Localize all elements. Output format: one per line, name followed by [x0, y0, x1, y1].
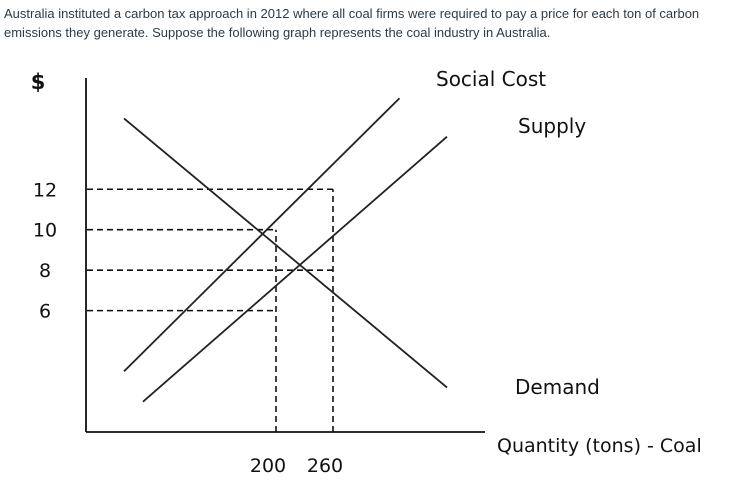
supply-line — [142, 135, 448, 403]
supply-label: Supply — [518, 114, 586, 138]
y-tick-label-10: 10 — [33, 220, 57, 242]
reference-lines — [87, 188, 334, 432]
axes — [85, 78, 485, 433]
social-cost-line — [123, 97, 401, 372]
y-tick-label-6: 6 — [39, 301, 51, 323]
y-axis-label: $ — [31, 70, 46, 94]
demand-line — [123, 117, 448, 389]
x-tick-label-260: 260 — [307, 455, 343, 477]
question-text: Australia instituted a carbon tax approa… — [4, 6, 700, 40]
demand-label: Demand — [515, 375, 600, 399]
curves — [123, 97, 448, 403]
x-axis-label: Quantity (tons) - Coal — [497, 435, 702, 457]
x-tick-label-200: 200 — [250, 455, 286, 477]
y-tick-label-12: 12 — [33, 179, 57, 201]
y-tick-label-8: 8 — [39, 260, 51, 282]
labels: 12 10 8 6 200 260 $ Quantity (tons) - Coal Socia… — [31, 67, 702, 477]
social-cost-label: Social Cost — [436, 67, 546, 91]
